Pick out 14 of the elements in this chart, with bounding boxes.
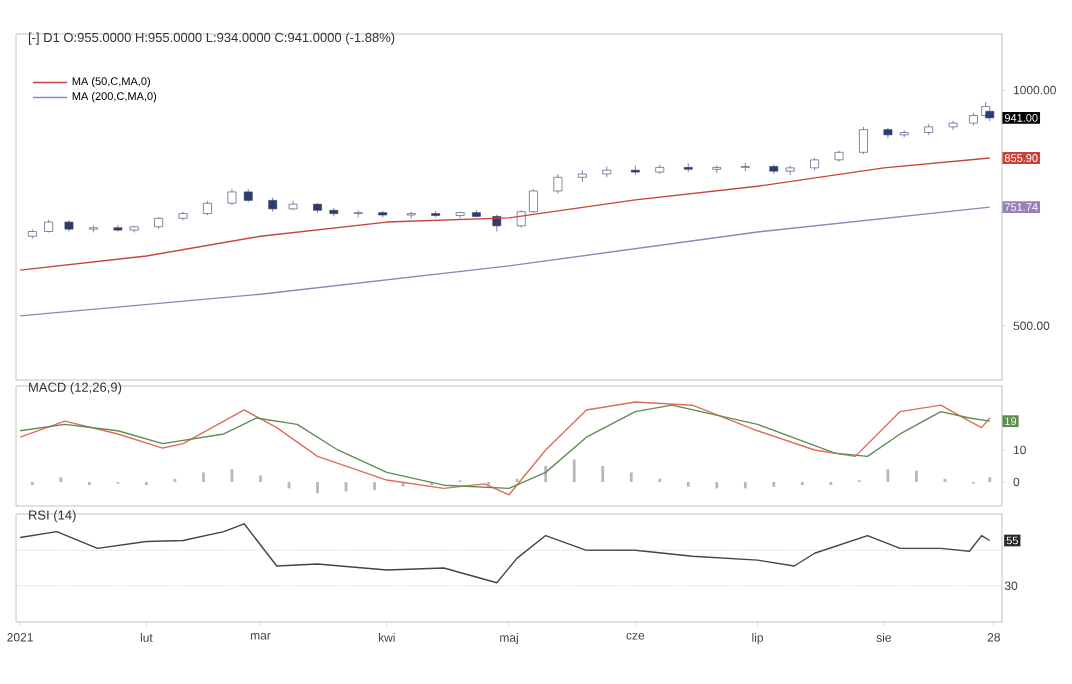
candlestick <box>113 224 123 232</box>
candlestick <box>553 173 563 195</box>
candlestick <box>859 126 868 155</box>
candlestick <box>740 162 750 172</box>
candlestick <box>353 209 363 218</box>
candlestick <box>948 120 958 131</box>
candlestick <box>883 127 893 139</box>
line-series <box>19 206 991 317</box>
candlestick <box>288 200 298 211</box>
candlestick <box>455 211 465 219</box>
candlestick <box>785 165 795 176</box>
candlestick <box>577 169 587 183</box>
line-series <box>19 157 991 271</box>
candlestick <box>834 150 844 163</box>
